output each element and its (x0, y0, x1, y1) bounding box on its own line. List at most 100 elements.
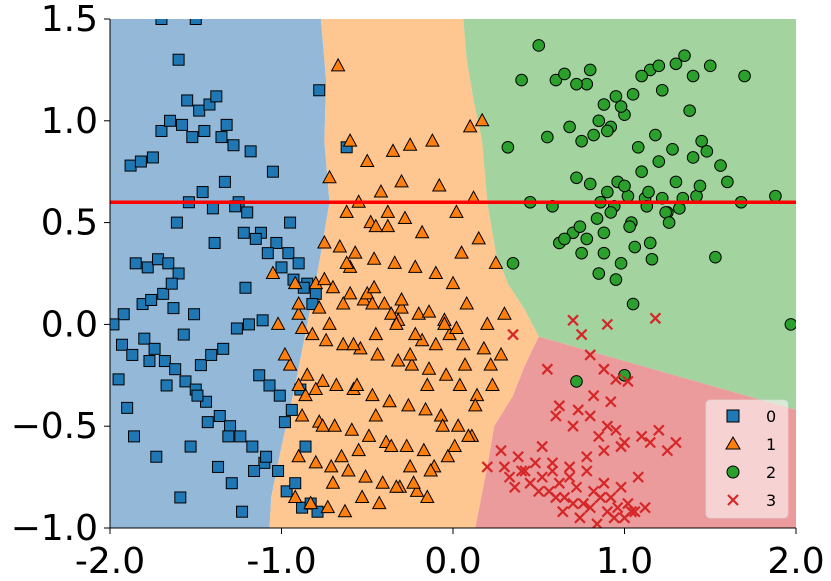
point-class-3 (572, 404, 584, 416)
point-class-0 (196, 186, 209, 199)
point-class-1 (401, 397, 416, 412)
point-class-2 (645, 252, 659, 266)
point-class-1 (452, 377, 468, 391)
point-class-1 (270, 316, 286, 330)
point-class-3 (670, 436, 682, 449)
point-class-2 (678, 49, 691, 62)
point-class-0 (236, 505, 249, 518)
point-class-0 (141, 261, 154, 274)
point-class-2 (570, 77, 583, 91)
point-class-1 (325, 475, 341, 489)
point-class-1 (449, 320, 464, 334)
point-class-3 (563, 461, 576, 473)
axes: -2.0 -1.0 0.0 1.0 2.0 −1.0 −0.5 0.0 0.5 1.0 1.5 (11, 0, 825, 581)
point-class-2 (721, 175, 734, 189)
point-class-2 (501, 140, 515, 154)
point-class-1 (428, 265, 444, 279)
point-class-1 (397, 210, 413, 225)
point-class-0 (198, 124, 211, 137)
point-class-2 (570, 375, 583, 388)
point-class-1 (322, 169, 337, 184)
point-class-2 (626, 297, 640, 311)
point-class-2 (642, 185, 655, 199)
legend-marker-3 (727, 494, 739, 506)
point-class-0 (292, 257, 305, 270)
point-class-0 (124, 159, 137, 172)
point-class-1 (454, 245, 469, 259)
point-class-3 (536, 440, 548, 453)
point-class-0 (263, 379, 276, 392)
point-class-1 (308, 381, 324, 396)
point-class-1 (407, 259, 423, 273)
point-class-0 (208, 236, 221, 249)
point-class-1 (323, 458, 339, 473)
point-class-1 (317, 271, 332, 286)
point-class-0 (145, 293, 158, 306)
point-class-0 (186, 131, 199, 144)
point-class-1 (485, 377, 500, 391)
point-class-3 (610, 373, 622, 386)
point-class-1 (277, 346, 293, 361)
point-class-1 (474, 112, 490, 127)
point-class-0 (116, 338, 129, 351)
point-class-2 (714, 159, 727, 172)
point-class-3 (498, 461, 511, 473)
point-class-1 (425, 133, 440, 147)
point-class-1 (450, 418, 466, 432)
point-class-0 (206, 202, 219, 215)
point-class-1 (365, 387, 380, 402)
point-class-1 (361, 428, 377, 442)
point-class-1 (437, 316, 452, 330)
point-class-3 (577, 497, 590, 510)
point-class-2 (655, 83, 669, 97)
legend-box (705, 399, 789, 519)
point-class-2 (626, 88, 640, 101)
point-class-1 (479, 316, 495, 330)
point-class-3 (580, 465, 593, 477)
point-class-1 (322, 316, 337, 330)
point-class-1 (394, 291, 409, 306)
point-class-0 (224, 420, 237, 433)
point-class-1 (317, 234, 332, 249)
point-class-1 (291, 306, 306, 320)
point-class-0 (239, 281, 252, 294)
point-class-0 (203, 98, 216, 111)
point-class-0 (129, 257, 142, 270)
point-class-1 (445, 275, 461, 290)
point-class-0 (272, 464, 285, 477)
region-class-2 (463, 19, 796, 410)
point-class-2 (662, 216, 676, 229)
point-class-1 (383, 306, 399, 320)
point-class-2 (738, 69, 751, 83)
point-class-1 (377, 295, 392, 310)
point-class-3 (601, 318, 614, 331)
point-class-3 (570, 481, 583, 494)
point-class-0 (212, 460, 225, 473)
point-class-1 (368, 326, 384, 341)
point-class-1 (389, 316, 404, 330)
point-class-1 (447, 438, 463, 453)
y-tick-label: 0.0 (41, 304, 98, 345)
point-class-0 (128, 430, 141, 443)
point-class-2 (695, 134, 708, 148)
point-class-3 (481, 461, 494, 473)
point-class-1 (387, 255, 403, 269)
point-class-0 (313, 84, 326, 97)
point-class-0 (284, 216, 297, 229)
point-class-2 (623, 220, 636, 233)
point-class-2 (693, 179, 707, 193)
point-class-3 (503, 471, 516, 483)
point-class-1 (406, 475, 421, 489)
point-class-0 (299, 440, 312, 453)
point-class-0 (217, 342, 230, 355)
point-class-1 (399, 438, 415, 453)
point-class-2 (590, 212, 604, 225)
point-class-3 (536, 471, 548, 483)
point-class-2 (669, 57, 683, 71)
legend-marker-2 (726, 465, 740, 479)
point-class-3 (598, 477, 610, 489)
point-class-3 (649, 312, 662, 325)
point-class-0 (222, 430, 235, 443)
point-class-1 (287, 489, 303, 503)
point-class-3 (639, 501, 651, 514)
